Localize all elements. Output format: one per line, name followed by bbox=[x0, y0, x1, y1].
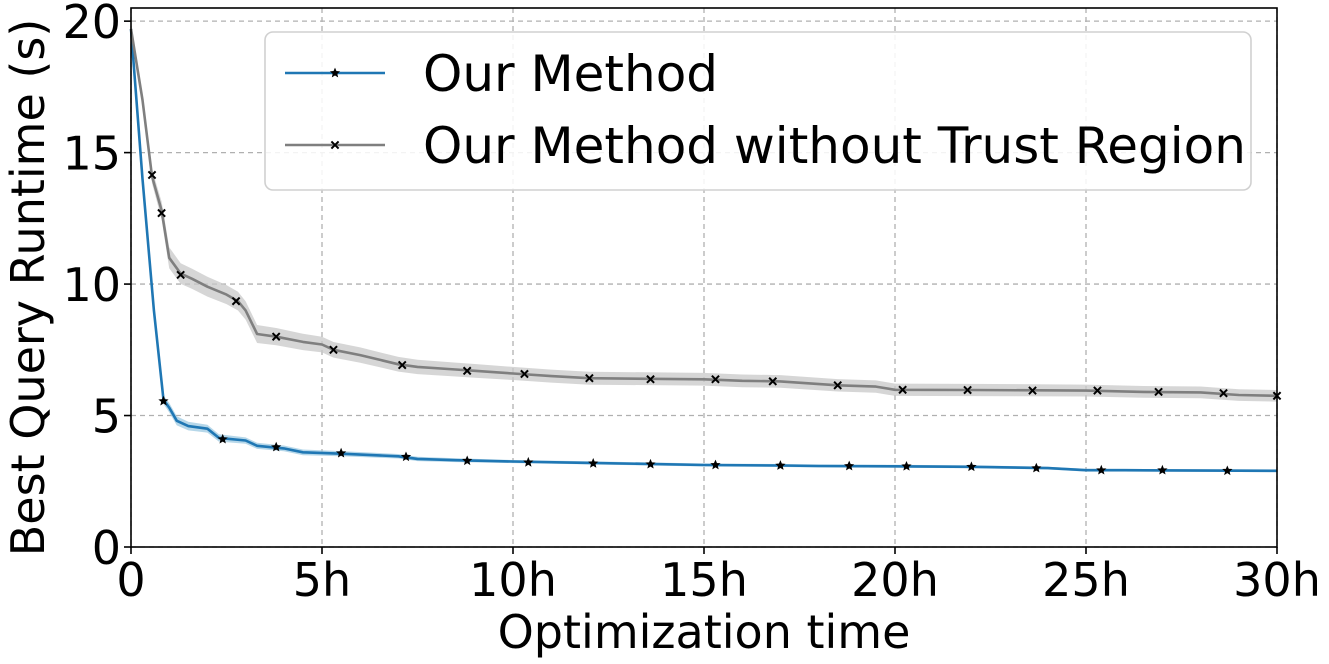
series-marker-0 bbox=[844, 460, 855, 471]
y-tick-label: 10 bbox=[62, 258, 121, 312]
x-tick-label: 20h bbox=[851, 553, 939, 607]
y-tick-label: 15 bbox=[62, 127, 121, 181]
series-marker-1 bbox=[520, 369, 529, 379]
series-marker-1 bbox=[963, 385, 972, 395]
series-marker-1 bbox=[646, 374, 655, 384]
legend-label-0: Our Method bbox=[423, 45, 718, 103]
series-marker-0 bbox=[1222, 465, 1233, 476]
series-marker-1 bbox=[397, 360, 407, 370]
x-tick-label: 25h bbox=[1042, 553, 1130, 607]
series-marker-1 bbox=[176, 270, 185, 280]
series-line-1 bbox=[129, 28, 1278, 398]
series-marker-1 bbox=[833, 380, 843, 390]
x-axis-ticks: 0 5h 10h 15h 20h 25h 30h bbox=[116, 547, 1321, 607]
series-marker-0 bbox=[400, 451, 412, 462]
x-tick-label: 5h bbox=[293, 553, 351, 607]
y-tick-label: 20 bbox=[62, 0, 121, 49]
y-axis-ticks: 0 5 10 15 20 bbox=[62, 0, 131, 575]
series-marker-0 bbox=[335, 447, 347, 458]
series-line-0 bbox=[129, 28, 1278, 473]
series-marker-1 bbox=[231, 296, 241, 306]
x-tick-label: 30h bbox=[1233, 553, 1321, 607]
series-marker-0 bbox=[775, 460, 786, 470]
series-marker-1 bbox=[711, 374, 720, 384]
series-marker-0 bbox=[966, 461, 977, 472]
series-marker-0 bbox=[710, 459, 721, 470]
series-marker-0 bbox=[523, 456, 534, 467]
y-axis-label: Best Query Runtime (s) bbox=[1, 19, 55, 557]
series-marker-0 bbox=[901, 460, 912, 471]
legend: Our Method Our Method without Trust Regio… bbox=[264, 31, 1252, 191]
series-marker-0 bbox=[217, 433, 228, 444]
x-tick-label: 15h bbox=[660, 553, 748, 607]
legend-label-1: Our Method without Trust Region bbox=[423, 117, 1246, 175]
x-axis-label: Optimization time bbox=[498, 605, 911, 659]
legend-marker-1 bbox=[330, 140, 340, 150]
series-marker-0 bbox=[462, 455, 473, 466]
series-markers bbox=[147, 170, 1282, 476]
legend-box bbox=[264, 31, 1252, 191]
series-marker-1 bbox=[1028, 386, 1037, 395]
series-marker-1 bbox=[898, 385, 907, 395]
series-marker-1 bbox=[1219, 388, 1228, 398]
series-marker-1 bbox=[462, 366, 472, 376]
series-marker-0 bbox=[158, 395, 169, 406]
series-marker-1 bbox=[157, 208, 166, 218]
series-marker-0 bbox=[645, 458, 656, 469]
x-tick-label: 0 bbox=[116, 553, 145, 607]
series-marker-0 bbox=[1096, 464, 1107, 475]
series-marker-0 bbox=[271, 441, 282, 452]
x-tick-label: 10h bbox=[469, 553, 557, 607]
series-marker-1 bbox=[271, 332, 281, 341]
series-marker-1 bbox=[147, 170, 157, 180]
series-marker-0 bbox=[588, 458, 599, 468]
y-tick-label: 0 bbox=[92, 521, 121, 575]
series-marker-1 bbox=[585, 373, 594, 383]
legend-marker-0 bbox=[329, 67, 341, 78]
series-lines bbox=[129, 28, 1278, 473]
series-marker-0 bbox=[1031, 462, 1042, 473]
series-marker-1 bbox=[768, 377, 778, 386]
series-marker-1 bbox=[1093, 386, 1102, 395]
y-tick-label: 5 bbox=[92, 390, 121, 444]
series-marker-1 bbox=[329, 345, 338, 355]
series-marker-1 bbox=[1154, 387, 1163, 397]
series-marker-0 bbox=[1157, 464, 1168, 475]
